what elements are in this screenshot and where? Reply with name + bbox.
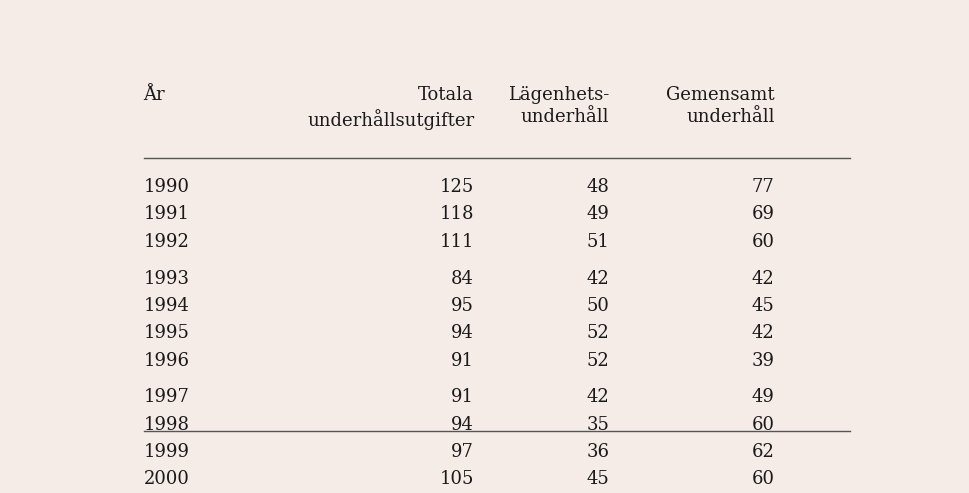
Text: 52: 52 bbox=[586, 324, 610, 342]
Text: 42: 42 bbox=[586, 388, 610, 406]
Text: 48: 48 bbox=[586, 178, 610, 196]
Text: 1993: 1993 bbox=[143, 270, 190, 287]
Text: 52: 52 bbox=[586, 352, 610, 370]
Text: 105: 105 bbox=[440, 470, 474, 489]
Text: 1998: 1998 bbox=[143, 416, 190, 434]
Text: 1996: 1996 bbox=[143, 352, 190, 370]
Text: 84: 84 bbox=[452, 270, 474, 287]
Text: 51: 51 bbox=[586, 233, 610, 251]
Text: 1991: 1991 bbox=[143, 206, 190, 223]
Text: Lägenhets-
underhåll: Lägenhets- underhåll bbox=[508, 86, 610, 126]
Text: 62: 62 bbox=[752, 443, 774, 461]
Text: 111: 111 bbox=[440, 233, 474, 251]
Text: 94: 94 bbox=[452, 324, 474, 342]
Text: 2000: 2000 bbox=[143, 470, 190, 489]
Text: 1997: 1997 bbox=[143, 388, 190, 406]
Text: 45: 45 bbox=[752, 297, 774, 315]
Text: 94: 94 bbox=[452, 416, 474, 434]
Text: 42: 42 bbox=[752, 270, 774, 287]
Text: 97: 97 bbox=[452, 443, 474, 461]
Text: Gemensamt
underhåll: Gemensamt underhåll bbox=[666, 86, 774, 126]
Text: 60: 60 bbox=[752, 233, 774, 251]
Text: Totala
underhållsutgifter: Totala underhållsutgifter bbox=[307, 86, 474, 130]
Text: 91: 91 bbox=[452, 388, 474, 406]
Text: 60: 60 bbox=[752, 470, 774, 489]
Text: 42: 42 bbox=[586, 270, 610, 287]
Text: 125: 125 bbox=[440, 178, 474, 196]
Text: 42: 42 bbox=[752, 324, 774, 342]
Text: 35: 35 bbox=[586, 416, 610, 434]
Text: 50: 50 bbox=[586, 297, 610, 315]
Text: 118: 118 bbox=[440, 206, 474, 223]
Text: 45: 45 bbox=[586, 470, 610, 489]
Text: 69: 69 bbox=[752, 206, 774, 223]
Text: 77: 77 bbox=[752, 178, 774, 196]
Text: 1995: 1995 bbox=[143, 324, 190, 342]
Text: 60: 60 bbox=[752, 416, 774, 434]
Text: 91: 91 bbox=[452, 352, 474, 370]
Text: 39: 39 bbox=[752, 352, 774, 370]
Text: 1990: 1990 bbox=[143, 178, 190, 196]
Text: 1999: 1999 bbox=[143, 443, 190, 461]
Text: 1992: 1992 bbox=[143, 233, 190, 251]
Text: 95: 95 bbox=[452, 297, 474, 315]
Text: 49: 49 bbox=[586, 206, 610, 223]
Text: 49: 49 bbox=[752, 388, 774, 406]
Text: År: År bbox=[143, 86, 166, 104]
Text: 1994: 1994 bbox=[143, 297, 190, 315]
Text: 36: 36 bbox=[586, 443, 610, 461]
